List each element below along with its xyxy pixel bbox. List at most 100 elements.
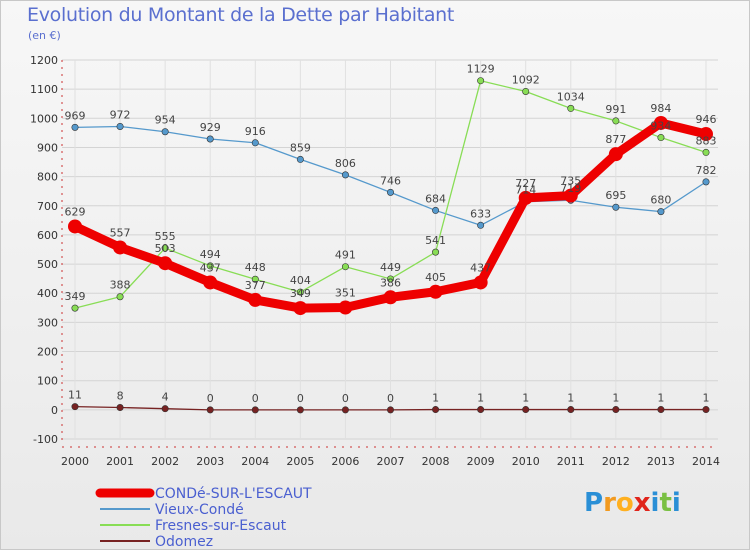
data-point-cond-sur-l-escaut [653,115,668,130]
x-axis: 2000 2001 2002 2003 2004 2005 2006 2007 2008 2009… [61,446,720,468]
chart-title: Evolution du Montant de la Dette par Hab… [27,4,455,26]
data-label-odomez: 1 [657,392,664,405]
data-point-cond-sur-l-escaut [338,300,353,315]
data-point-odomez [567,406,575,414]
data-point-vieux-cond [657,208,665,216]
data-point-cond-sur-l-escaut [428,284,443,299]
data-point-cond-sur-l-escaut [68,219,82,234]
data-label-odomez: 1 [703,392,710,405]
x-tick-label: 2001 [106,455,134,468]
x-tick-label: 2008 [422,455,450,468]
data-point-vieux-cond [702,178,710,186]
data-point-odomez [702,406,710,414]
proxiti-logo: Proxiti [584,488,681,518]
data-label-odomez: 1 [612,392,619,405]
data-point-odomez [477,406,485,414]
data-label-odomez: 0 [297,392,304,405]
legend-label-fresnes-sur-escaut: Fresnes-sur-Escaut [155,518,287,534]
data-label-odomez: 0 [252,392,259,405]
data-label-fresnes-sur-escaut: 991 [605,103,626,116]
chart-unit: (en €) [28,29,61,42]
data-point-cond-sur-l-escaut [248,292,263,307]
y-tick-label: 0 [51,404,58,417]
data-point-odomez [296,406,304,414]
data-label-vieux-cond: 714 [515,184,536,197]
data-point-vieux-cond [432,206,440,214]
x-tick-label: 2004 [241,455,269,468]
data-label-cond-sur-l-escaut: 946 [696,113,717,126]
data-point-odomez [657,406,665,414]
x-tick-label: 2002 [151,455,179,468]
data-point-fresnes-sur-escaut [341,263,349,271]
series-lines [68,77,713,414]
data-label-odomez: 0 [342,392,349,405]
y-tick-label: 700 [37,200,58,213]
data-label-odomez: 1 [522,392,529,405]
data-point-fresnes-sur-escaut [161,244,169,252]
logo-letter: P [584,488,604,518]
legend-label-cond-sur-l-escaut: CONDé-SUR-L'ESCAUT [155,486,312,502]
x-tick-label: 2000 [61,455,89,468]
data-label-vieux-cond: 806 [335,157,356,170]
legend: CONDé-SUR-L'ESCAUTVieux-CondéFresnes-sur… [95,486,312,550]
data-label-cond-sur-l-escaut: 984 [650,102,671,115]
data-point-odomez [522,406,530,414]
data-label-cond-sur-l-escaut: 349 [290,287,311,300]
data-point-fresnes-sur-escaut [206,262,214,270]
data-point-cond-sur-l-escaut [293,301,308,316]
data-label-cond-sur-l-escaut: 437 [200,261,221,274]
data-label-cond-sur-l-escaut: 377 [245,279,266,292]
data-point-odomez [161,405,169,413]
y-tick-label: 200 [37,346,58,359]
logo-letter: o [615,488,634,518]
x-tick-label: 2003 [196,455,224,468]
data-point-fresnes-sur-escaut [71,304,79,312]
data-label-vieux-cond: 746 [380,174,401,187]
x-tick-label: 2012 [602,455,630,468]
data-label-vieux-cond: 972 [110,108,131,121]
y-tick-label: 400 [37,287,58,300]
x-tick-label: 2013 [647,455,675,468]
data-label-cond-sur-l-escaut: 351 [335,287,356,300]
y-tick-label: 600 [37,229,58,242]
data-point-cond-sur-l-escaut [113,240,128,255]
data-point-fresnes-sur-escaut [116,293,124,301]
data-label-cond-sur-l-escaut: 437 [470,261,491,274]
data-label-fresnes-sur-escaut: 541 [425,234,446,247]
logo-letter: i [650,488,660,518]
data-point-fresnes-sur-escaut [657,134,665,142]
data-label-odomez: 1 [477,392,484,405]
logo-letter: i [671,488,681,518]
data-label-vieux-cond: 929 [200,121,221,134]
x-tick-label: 2014 [692,455,720,468]
data-point-cond-sur-l-escaut [518,190,533,205]
data-label-cond-sur-l-escaut: 405 [425,271,446,284]
data-point-vieux-cond [612,203,620,211]
data-point-fresnes-sur-escaut [296,288,304,296]
data-label-odomez: 1 [432,392,439,405]
data-label-cond-sur-l-escaut: 727 [515,177,536,190]
data-point-odomez [206,406,214,414]
data-label-fresnes-sur-escaut: 555 [155,230,176,243]
data-point-cond-sur-l-escaut [158,256,173,271]
data-point-cond-sur-l-escaut [203,275,218,290]
data-point-cond-sur-l-escaut [563,188,578,203]
data-point-vieux-cond [161,128,169,136]
data-point-fresnes-sur-escaut [522,87,530,95]
data-point-fresnes-sur-escaut [702,148,710,156]
data-point-odomez [341,406,349,414]
data-label-fresnes-sur-escaut: 448 [245,261,266,274]
y-tick-label: 900 [37,141,58,154]
data-label-vieux-cond: 719 [560,182,581,195]
y-tick-label: 1100 [30,83,58,96]
data-point-fresnes-sur-escaut [251,275,259,283]
data-label-fresnes-sur-escaut: 404 [290,274,311,287]
data-label-odomez: 11 [68,389,82,402]
data-point-vieux-cond [341,171,349,179]
data-point-cond-sur-l-escaut [699,127,713,142]
data-point-odomez [612,406,620,414]
data-point-fresnes-sur-escaut [432,248,440,256]
data-point-odomez [71,403,79,411]
data-label-odomez: 0 [387,392,394,405]
